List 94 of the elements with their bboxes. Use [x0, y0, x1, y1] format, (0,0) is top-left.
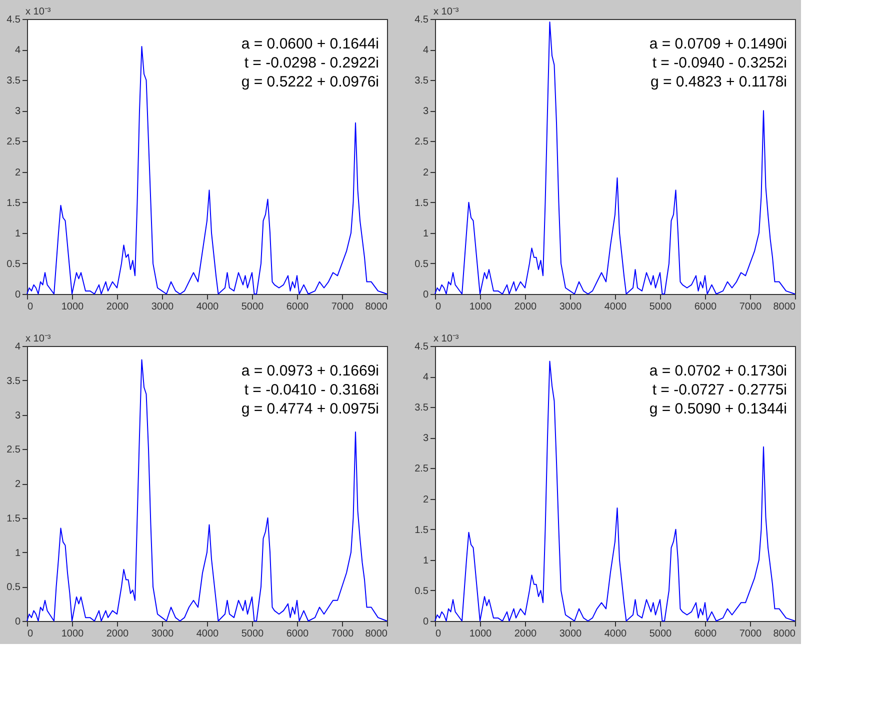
- x-tick-label: 4000: [196, 628, 220, 640]
- x-tick-label: 8000: [773, 628, 796, 640]
- x-tick-label: 2000: [514, 302, 538, 312]
- y-tick-label: 3.5: [6, 376, 21, 387]
- x-tick-label: 1000: [61, 628, 84, 640]
- annotation: t = -0.0940 - 0.3252i: [652, 54, 787, 72]
- y-tick-label: 0: [14, 290, 21, 300]
- y-tick-label: 2.5: [414, 136, 429, 148]
- line-series: [434, 22, 796, 294]
- y-tick-label: 4.5: [6, 14, 21, 26]
- y-tick-label: 4: [422, 45, 429, 56]
- y-tick-label: 0.5: [414, 258, 429, 270]
- y-tick-label: 0.5: [414, 586, 429, 597]
- y-tick-label: 4.5: [414, 342, 429, 352]
- y-tick-label: 3: [14, 106, 21, 118]
- x-tick-label: 8000: [773, 302, 796, 312]
- x-tick-label: 2000: [106, 628, 130, 640]
- y-tick-label: 1: [422, 555, 429, 566]
- x-tick-label: 7000: [739, 302, 762, 312]
- x-tick-label: 3000: [151, 628, 174, 640]
- y-tick-label: 3: [14, 410, 21, 422]
- annotation: t = -0.0727 - 0.2775i: [652, 382, 787, 398]
- x-tick-label: 8000: [365, 302, 388, 312]
- y-tick-label: 3.5: [6, 76, 21, 87]
- annotation: g = 0.5090 + 0.1344i: [649, 400, 787, 418]
- y-tick-label: 0: [14, 616, 21, 628]
- x-tick-label: 3000: [151, 302, 174, 312]
- y-tick-label: 1.5: [6, 198, 21, 209]
- y-tick-label: 4: [422, 372, 429, 384]
- y-tick-label: 1.5: [414, 524, 429, 536]
- line-series: [434, 360, 796, 622]
- y-tick-label: 2.5: [6, 444, 21, 456]
- y-tick-label: 1: [14, 228, 21, 240]
- y-tick-label: 0: [422, 290, 429, 300]
- y-tick-label: 1: [422, 228, 429, 240]
- y-tick-label: 1.5: [414, 198, 429, 209]
- y-axis-title: x 10⁻³: [26, 334, 52, 344]
- y-tick-label: 3.5: [414, 402, 429, 414]
- y-tick-label: 1: [14, 548, 21, 559]
- x-tick-label: 3000: [559, 302, 582, 312]
- y-tick-label: 2.5: [414, 464, 429, 475]
- x-tick-label: 6000: [286, 628, 310, 640]
- x-tick-label: 0: [436, 628, 442, 640]
- x-tick-label: 7000: [331, 628, 354, 640]
- x-tick-label: 1000: [469, 302, 492, 312]
- x-tick-label: 1000: [469, 628, 492, 640]
- x-tick-label: 5000: [241, 628, 264, 640]
- x-tick-label: 0: [436, 302, 442, 312]
- x-tick-label: 0: [28, 628, 34, 640]
- y-tick-label: 2: [422, 167, 429, 178]
- annotation: a = 0.0709 + 0.1490i: [649, 36, 787, 52]
- x-tick-label: 1000: [61, 302, 84, 312]
- annotation: a = 0.0600 + 0.1644i: [241, 36, 379, 52]
- x-tick-label: 4000: [604, 628, 628, 640]
- x-tick-label: 5000: [649, 628, 672, 640]
- y-tick-label: 0: [422, 616, 429, 628]
- annotation: g = 0.4774 + 0.0975i: [241, 400, 379, 418]
- y-tick-label: 3.5: [414, 76, 429, 87]
- x-tick-label: 4000: [196, 302, 220, 312]
- x-tick-label: 6000: [694, 302, 718, 312]
- x-tick-label: 3000: [559, 628, 582, 640]
- y-tick-label: 2: [14, 479, 21, 490]
- annotation: a = 0.0973 + 0.1669i: [241, 362, 379, 380]
- y-tick-label: 0.5: [6, 258, 21, 270]
- annotation: t = -0.0298 - 0.2922i: [244, 54, 379, 72]
- x-tick-label: 6000: [286, 302, 310, 312]
- x-tick-label: 5000: [241, 302, 264, 312]
- y-tick-label: 2: [422, 494, 429, 506]
- y-tick-label: 2.5: [6, 136, 21, 148]
- y-tick-label: 4: [14, 342, 21, 352]
- annotation: g = 0.4823 + 0.1178i: [650, 74, 787, 90]
- y-axis-title: x 10⁻³: [434, 6, 460, 18]
- x-tick-label: 6000: [694, 628, 718, 640]
- annotation: a = 0.0702 + 0.1730i: [649, 362, 787, 380]
- x-tick-label: 5000: [649, 302, 672, 312]
- y-tick-label: 1.5: [6, 513, 21, 524]
- line-series: [26, 359, 388, 622]
- x-tick-label: 8000: [365, 628, 388, 640]
- x-tick-label: 7000: [331, 302, 354, 312]
- y-axis-title: x 10⁻³: [434, 334, 460, 344]
- annotation: t = -0.0410 - 0.3168i: [244, 382, 379, 398]
- y-axis-title: x 10⁻³: [26, 6, 52, 18]
- y-tick-label: 3: [422, 433, 429, 444]
- x-tick-label: 7000: [739, 628, 762, 640]
- y-tick-label: 4: [14, 45, 21, 56]
- y-tick-label: 2: [14, 167, 21, 178]
- x-tick-label: 0: [28, 302, 34, 312]
- annotation: g = 0.5222 + 0.0976i: [241, 74, 379, 90]
- y-tick-label: 0.5: [6, 582, 21, 594]
- y-tick-label: 4.5: [414, 14, 429, 26]
- x-tick-label: 2000: [514, 628, 538, 640]
- x-tick-label: 2000: [106, 302, 130, 312]
- y-tick-label: 3: [422, 106, 429, 118]
- x-tick-label: 4000: [604, 302, 628, 312]
